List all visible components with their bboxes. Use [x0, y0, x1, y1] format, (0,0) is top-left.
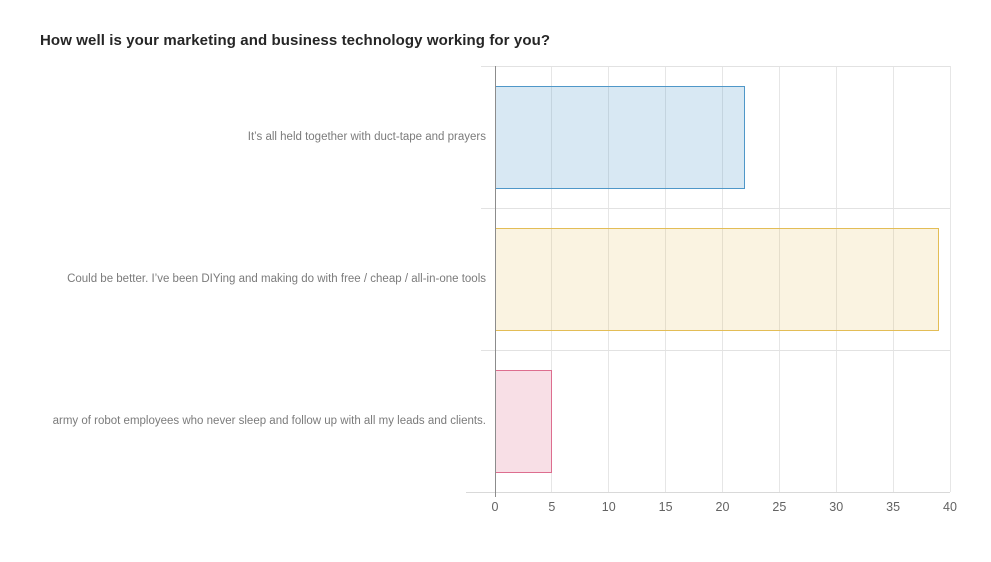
y-axis-line	[494, 66, 496, 497]
x-tick-label-40: 40	[943, 500, 957, 514]
category-label-0: It’s all held together with duct-tape an…	[247, 131, 486, 143]
x-tick-label-35: 35	[886, 500, 901, 514]
gridline-x-10	[608, 66, 610, 492]
x-axis-line	[466, 491, 950, 493]
x-tick-label-10: 10	[601, 500, 616, 514]
gridline-x-15	[665, 66, 667, 492]
x-tick-label-15: 15	[658, 500, 673, 514]
category-divider	[481, 207, 950, 209]
plot-area	[466, 66, 951, 497]
bar-category-0	[495, 85, 746, 189]
category-label-box-0: It’s all held together with duct-tape an…	[28, 129, 486, 145]
gridline-x-20	[722, 66, 723, 492]
category-label-1: Could be better. I’ve been DIYing and ma…	[67, 273, 486, 285]
category-label-box-2: army of robot employees who never sleep …	[28, 413, 486, 429]
category-label-box-1: Could be better. I’ve been DIYing and ma…	[28, 271, 486, 287]
x-tick-label-25: 25	[772, 500, 787, 514]
x-tick-label-20: 20	[715, 500, 730, 514]
x-tick-label-0: 0	[491, 500, 499, 514]
gridline-x-5	[551, 66, 553, 492]
gridline-x-40	[949, 66, 951, 492]
gridline-x-30	[835, 66, 837, 492]
bar-category-2	[495, 369, 552, 473]
category-divider	[481, 66, 950, 67]
category-label-2: army of robot employees who never sleep …	[52, 415, 486, 427]
x-tick-label-5: 5	[548, 500, 556, 514]
category-divider	[481, 349, 950, 351]
x-tick-label-30: 30	[829, 500, 844, 514]
gridline-x-25	[778, 66, 780, 492]
chart-title: How well is your marketing and business …	[40, 32, 551, 49]
gridline-x-35	[892, 66, 894, 492]
bar-category-1	[495, 227, 939, 331]
